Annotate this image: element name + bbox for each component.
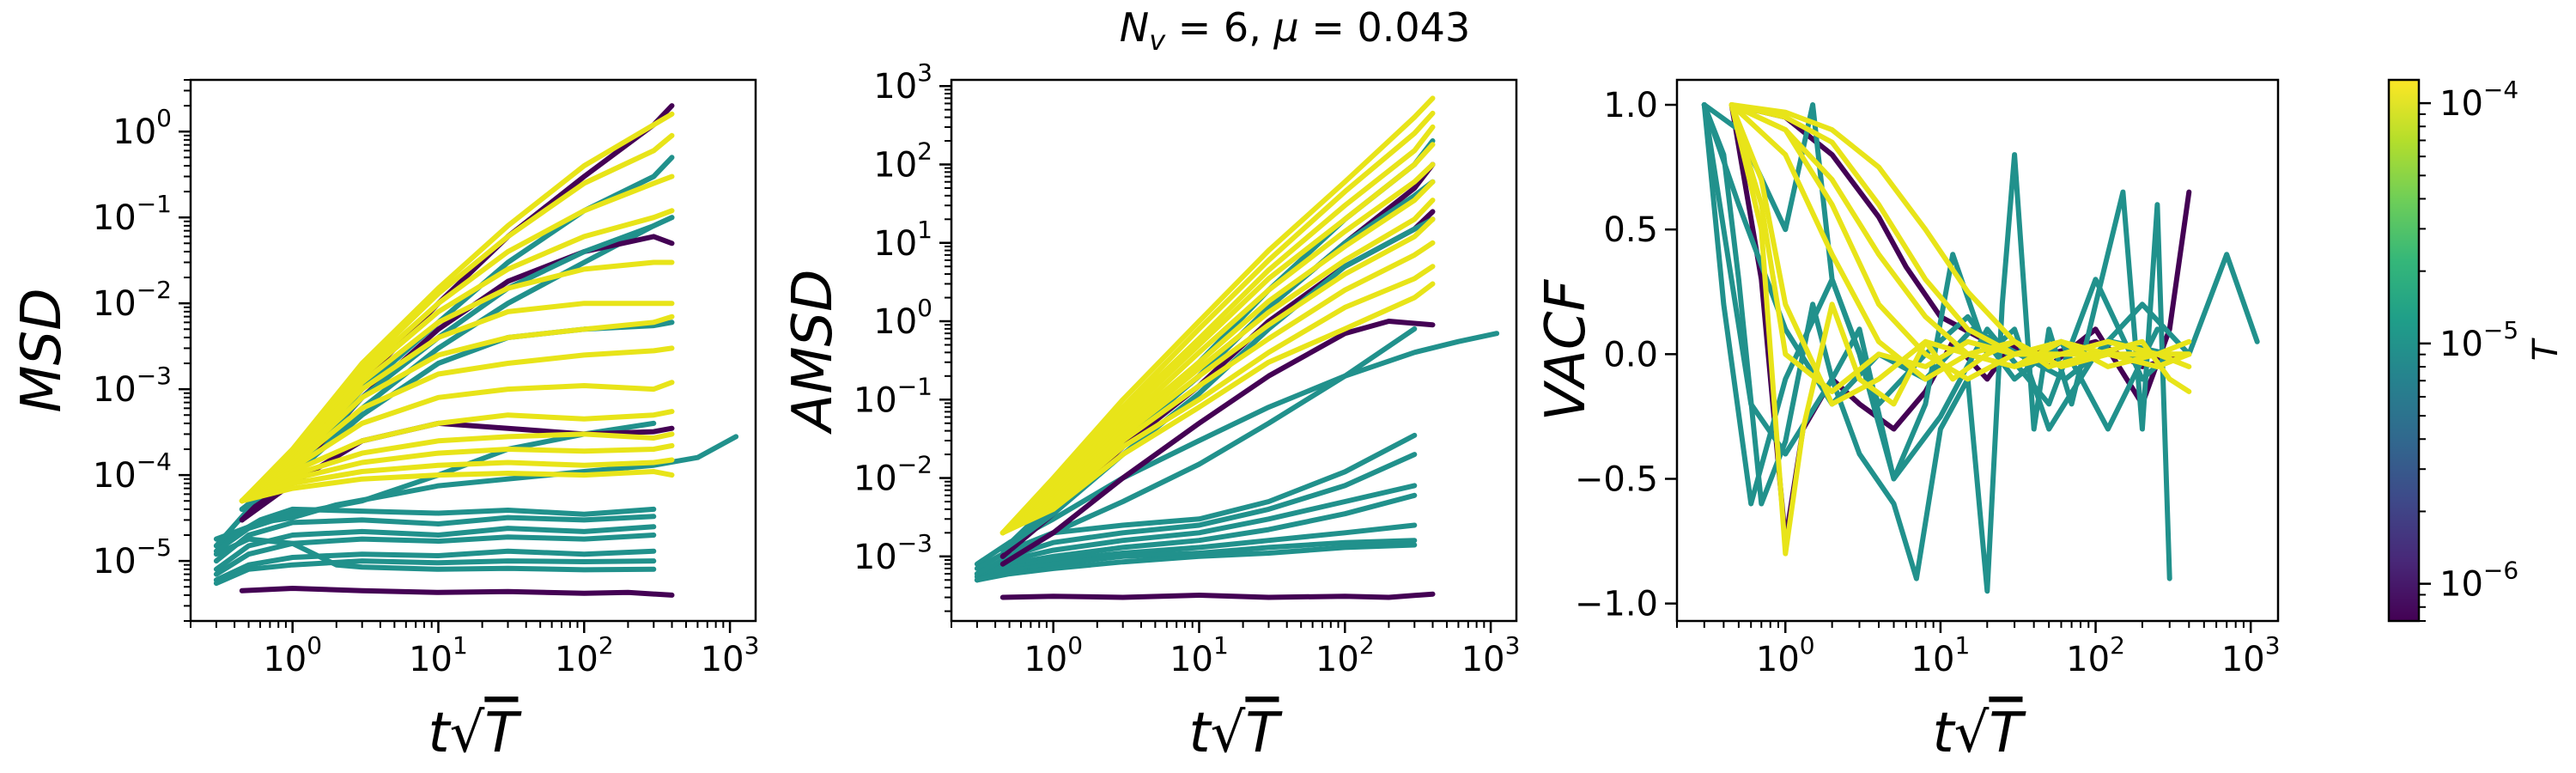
series-line bbox=[239, 431, 675, 504]
y-tick-label: 10−3 bbox=[93, 362, 172, 410]
y-axis: 10−5 10−4 10−3 10−2 10−1 100 bbox=[93, 79, 191, 622]
y-tick-label: 0.0 bbox=[1603, 335, 1658, 374]
colorbar-tick-label: 10−6 bbox=[2439, 557, 2518, 605]
y-tick-label: 10−3 bbox=[854, 529, 933, 577]
x-tick-label: 102 bbox=[1315, 631, 1375, 679]
series-group bbox=[974, 95, 1500, 600]
y-tick-label: 10−4 bbox=[93, 447, 172, 496]
series-line bbox=[999, 319, 1436, 567]
series-line bbox=[239, 409, 675, 504]
y-tick-label: 10−2 bbox=[854, 451, 933, 499]
x-tick-label: 101 bbox=[1170, 631, 1229, 679]
x-axis: 100 101 102 103 bbox=[190, 621, 760, 679]
x-axis-label: t√T bbox=[428, 702, 523, 765]
series-line bbox=[974, 542, 1418, 583]
y-tick-label: −0.5 bbox=[1575, 460, 1658, 500]
series-group bbox=[213, 103, 739, 598]
y-tick-label: 10−2 bbox=[93, 276, 172, 324]
y-tick-label: 0.5 bbox=[1603, 210, 1658, 250]
figure-title: Nv = 6, μ = 0.043 bbox=[1120, 4, 1470, 57]
panel-msd: 100 101 102 103 10−5 10−4 10−3 10−2 10−1 100 t√T MS… bbox=[10, 78, 760, 765]
y-tick-label: 101 bbox=[873, 216, 933, 264]
series-line bbox=[213, 548, 657, 583]
series-line bbox=[213, 514, 657, 564]
y-axis: 1.0 0.5 0.0 −0.5 −1.0 bbox=[1575, 86, 1677, 624]
series-line bbox=[213, 524, 657, 572]
y-axis: 10−3 10−2 10−1 100 101 102 103 bbox=[854, 58, 951, 612]
series-line bbox=[999, 95, 1436, 536]
colorbar-tick-label: 10−4 bbox=[2439, 76, 2518, 124]
x-axis: 100 101 102 103 bbox=[951, 621, 1520, 679]
series-group bbox=[1701, 102, 2260, 594]
series-line bbox=[213, 533, 657, 577]
series-line bbox=[974, 492, 1418, 580]
series-line bbox=[974, 538, 1418, 583]
series-line bbox=[239, 586, 675, 598]
series-line bbox=[1728, 102, 2192, 369]
y-tick-label: 100 bbox=[873, 294, 933, 342]
x-tick-label: 103 bbox=[701, 631, 760, 679]
y-axis-label: VACF bbox=[1534, 278, 1598, 421]
colorbar-label: T bbox=[2526, 337, 2566, 361]
x-tick-label: 100 bbox=[1756, 631, 1815, 679]
x-tick-label: 100 bbox=[1024, 631, 1083, 679]
plot-frame bbox=[950, 78, 1518, 623]
colorbar-tick-label: 10−5 bbox=[2439, 316, 2518, 364]
y-tick-label: 100 bbox=[112, 104, 172, 152]
series-line bbox=[239, 380, 675, 504]
y-tick-label: 10−5 bbox=[93, 533, 172, 581]
colorbar-gradient bbox=[2389, 80, 2419, 621]
series-line bbox=[999, 281, 1436, 536]
series-line bbox=[239, 457, 675, 504]
series-line bbox=[213, 558, 657, 587]
x-tick-label: 101 bbox=[409, 631, 468, 679]
series-line bbox=[213, 506, 657, 549]
x-axis-label: t√T bbox=[1933, 702, 2027, 765]
y-tick-label: 103 bbox=[873, 58, 933, 107]
panel-amsd: 100 101 102 103 10−3 10−2 10−1 100 101 102 103 t√T A… bbox=[781, 58, 1520, 765]
series-line bbox=[239, 469, 675, 504]
series-line bbox=[999, 240, 1436, 536]
y-tick-label: 1.0 bbox=[1603, 86, 1658, 125]
series-line bbox=[999, 216, 1436, 536]
y-tick-label: 10−1 bbox=[93, 190, 172, 238]
series-line bbox=[1728, 102, 2192, 382]
x-tick-label: 102 bbox=[555, 631, 614, 679]
series-line bbox=[1701, 102, 2172, 482]
plot-frame bbox=[189, 78, 757, 623]
x-tick-label: 103 bbox=[1461, 631, 1521, 679]
x-axis-label: t√T bbox=[1189, 702, 1284, 765]
x-tick-label: 101 bbox=[1911, 631, 1971, 679]
series-line bbox=[239, 345, 675, 504]
colorbar: 10−6 10−5 10−4 T bbox=[2387, 76, 2566, 623]
y-tick-label: 102 bbox=[873, 137, 933, 185]
y-tick-label: 10−1 bbox=[854, 372, 933, 420]
plot-frame bbox=[1675, 78, 2280, 623]
x-axis: 100 101 102 103 bbox=[1676, 621, 2281, 679]
series-line bbox=[999, 264, 1436, 536]
y-axis-label: AMSD bbox=[781, 270, 845, 435]
series-line bbox=[239, 313, 675, 504]
series-line bbox=[239, 301, 675, 504]
x-tick-label: 102 bbox=[2066, 631, 2125, 679]
series-line bbox=[239, 442, 675, 504]
x-tick-label: 103 bbox=[2221, 631, 2281, 679]
colorbar-frame bbox=[2387, 78, 2421, 623]
series-line bbox=[999, 110, 1436, 536]
series-line bbox=[999, 591, 1436, 600]
y-tick-label: −1.0 bbox=[1575, 585, 1658, 624]
y-axis-label: MSD bbox=[10, 288, 74, 412]
x-tick-label: 100 bbox=[263, 631, 322, 679]
series-line bbox=[974, 522, 1418, 583]
series-line bbox=[213, 536, 657, 573]
series-line bbox=[1728, 102, 2192, 407]
panel-vacf: 100 101 102 103 1.0 0.5 0.0 −0.5 −1.0 t√T VACF bbox=[1534, 78, 2281, 765]
